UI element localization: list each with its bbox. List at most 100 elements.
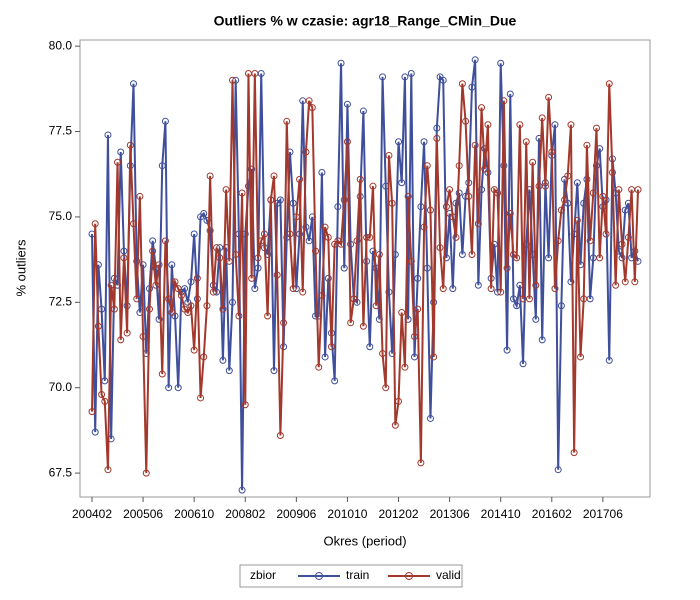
data-point bbox=[264, 312, 272, 320]
data-point bbox=[602, 230, 610, 238]
data-point bbox=[532, 281, 540, 289]
data-point bbox=[580, 295, 588, 303]
x-tick-label: 200402 bbox=[72, 507, 112, 521]
data-point bbox=[500, 97, 508, 105]
data-point bbox=[254, 254, 262, 262]
data-point bbox=[280, 319, 288, 327]
data-point bbox=[401, 73, 409, 81]
data-point bbox=[209, 288, 217, 296]
data-point bbox=[359, 322, 367, 330]
data-point bbox=[430, 353, 438, 361]
data-point bbox=[557, 206, 565, 214]
y-tick-label: 70.0 bbox=[49, 380, 73, 394]
data-point bbox=[605, 356, 613, 364]
data-point bbox=[187, 278, 195, 286]
data-point bbox=[283, 117, 291, 125]
data-point bbox=[260, 230, 268, 238]
legend-title: zbior bbox=[250, 568, 276, 582]
x-tick-label: 201602 bbox=[532, 507, 572, 521]
data-point bbox=[219, 356, 227, 364]
data-point bbox=[340, 264, 348, 272]
data-point bbox=[133, 257, 141, 265]
data-point bbox=[433, 134, 441, 142]
data-point bbox=[225, 257, 233, 265]
data-point bbox=[586, 237, 594, 245]
data-point bbox=[516, 121, 524, 129]
data-point bbox=[608, 169, 616, 177]
data-point bbox=[114, 158, 122, 166]
data-point bbox=[592, 124, 600, 132]
y-tick-label: 80.0 bbox=[49, 38, 73, 52]
data-point bbox=[347, 240, 355, 248]
x-tick-label: 201202 bbox=[379, 507, 419, 521]
data-point bbox=[251, 69, 259, 77]
data-point bbox=[149, 247, 157, 255]
data-point bbox=[155, 261, 163, 269]
data-point bbox=[312, 312, 320, 320]
data-point bbox=[621, 206, 629, 214]
plot-frame bbox=[79, 39, 651, 498]
series-line bbox=[91, 73, 639, 474]
data-point bbox=[497, 288, 505, 296]
data-point bbox=[420, 223, 428, 231]
data-point bbox=[315, 363, 323, 371]
data-point bbox=[206, 227, 214, 235]
chart-title: Outliers % w czasie: agr18_Range_CMin_Du… bbox=[214, 13, 517, 29]
data-point bbox=[276, 196, 284, 204]
data-point bbox=[624, 233, 632, 241]
data-point bbox=[577, 353, 585, 361]
data-point bbox=[340, 196, 348, 204]
data-point bbox=[605, 80, 613, 88]
data-point bbox=[299, 288, 307, 296]
data-point bbox=[248, 165, 256, 173]
data-point bbox=[104, 466, 112, 474]
data-point bbox=[200, 353, 208, 361]
data-point bbox=[359, 107, 367, 115]
data-point bbox=[158, 370, 166, 378]
data-point bbox=[442, 203, 450, 211]
data-point bbox=[506, 90, 514, 98]
data-point bbox=[353, 237, 361, 245]
data-point bbox=[324, 274, 332, 282]
data-point bbox=[385, 288, 393, 296]
data-point bbox=[455, 189, 463, 197]
x-axis-label: Okres (period) bbox=[323, 533, 406, 548]
data-point bbox=[337, 240, 345, 248]
y-tick-label: 67.5 bbox=[49, 465, 73, 479]
data-point bbox=[139, 261, 147, 269]
data-point bbox=[554, 466, 562, 474]
data-point bbox=[401, 363, 409, 371]
data-point bbox=[599, 192, 607, 200]
data-point bbox=[570, 449, 578, 457]
data-point bbox=[509, 295, 517, 303]
data-point bbox=[449, 213, 457, 221]
data-point bbox=[190, 230, 198, 238]
data-point bbox=[583, 141, 591, 149]
data-point bbox=[235, 312, 243, 320]
data-point bbox=[161, 117, 169, 125]
series-line bbox=[91, 59, 639, 491]
data-point bbox=[417, 459, 425, 467]
data-point bbox=[468, 83, 476, 91]
data-point bbox=[631, 278, 639, 286]
data-point bbox=[312, 247, 320, 255]
data-point bbox=[165, 384, 173, 392]
data-point bbox=[398, 179, 406, 187]
data-point bbox=[155, 315, 163, 323]
data-point bbox=[465, 192, 473, 200]
data-point bbox=[379, 350, 387, 358]
data-point bbox=[458, 250, 466, 258]
data-point bbox=[94, 322, 102, 330]
data-point bbox=[363, 233, 371, 241]
data-point bbox=[174, 384, 182, 392]
data-point bbox=[519, 360, 527, 368]
data-point bbox=[634, 186, 642, 194]
data-point bbox=[302, 223, 310, 231]
y-axis-label: % outliers bbox=[13, 239, 28, 297]
data-point bbox=[410, 353, 418, 361]
data-point bbox=[136, 192, 144, 200]
data-point bbox=[248, 274, 256, 282]
data-point bbox=[506, 210, 514, 218]
data-point bbox=[110, 305, 118, 313]
data-point bbox=[398, 309, 406, 317]
